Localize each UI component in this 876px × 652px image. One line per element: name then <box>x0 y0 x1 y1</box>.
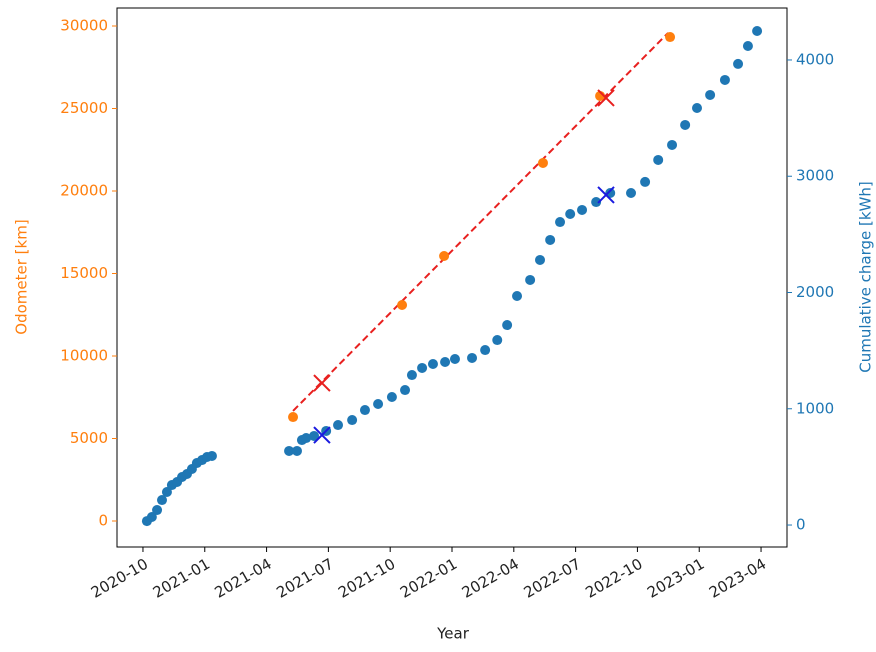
point <box>146 512 157 523</box>
point <box>309 430 320 441</box>
y-tick-label: 25000 <box>60 99 108 117</box>
point <box>359 405 370 416</box>
x-tick-label: 2023-04 <box>706 555 769 602</box>
x-tick-label: 2021-10 <box>335 555 398 602</box>
y-tick-label: 15000 <box>60 264 108 282</box>
point <box>545 234 556 245</box>
point <box>440 357 451 368</box>
x-tick-label: 2021-04 <box>212 555 275 602</box>
y-axis-label: Odometer [km] <box>13 219 31 334</box>
trend-line <box>292 32 669 412</box>
point <box>625 187 636 198</box>
point <box>156 495 167 506</box>
point <box>449 354 460 365</box>
point <box>288 412 299 423</box>
point <box>347 415 358 426</box>
y2-tick-label: 3000 <box>796 167 834 185</box>
point <box>525 274 536 285</box>
point <box>284 445 295 456</box>
x-marker <box>597 89 615 107</box>
plot-frame <box>116 7 788 548</box>
point <box>301 433 312 444</box>
point <box>502 320 513 331</box>
point <box>373 398 384 409</box>
point <box>161 487 172 498</box>
point <box>667 139 678 150</box>
point <box>752 26 763 37</box>
point <box>565 209 576 220</box>
y-tick-label: 0 <box>98 511 108 529</box>
point <box>291 445 302 456</box>
y2-tick-label: 1000 <box>796 399 834 417</box>
y-tick-label: 10000 <box>60 346 108 364</box>
x-tick-label: 2022-10 <box>582 555 645 602</box>
x-marker <box>313 374 331 392</box>
x-marker <box>313 426 331 444</box>
point <box>653 154 664 165</box>
point <box>206 450 217 461</box>
point <box>467 352 478 363</box>
point <box>427 359 438 370</box>
point <box>152 505 163 516</box>
point <box>719 74 730 85</box>
point <box>591 197 602 208</box>
point <box>492 335 503 346</box>
point <box>665 32 676 43</box>
x-marker <box>597 186 615 204</box>
point <box>535 254 546 265</box>
point <box>640 176 651 187</box>
point <box>439 251 450 262</box>
y2-tick-label: 0 <box>796 516 806 534</box>
point <box>680 119 691 130</box>
point <box>742 41 753 52</box>
point <box>397 300 408 311</box>
point <box>537 157 548 168</box>
point <box>555 217 566 228</box>
y-tick-label: 20000 <box>60 181 108 199</box>
point <box>333 420 344 431</box>
point <box>480 345 491 356</box>
point <box>417 362 428 373</box>
x-tick-label: 2020-10 <box>88 555 151 602</box>
x-tick-label: 2022-04 <box>459 555 522 602</box>
y2-axis-label: Cumulative charge [kWh] <box>857 181 875 372</box>
point <box>733 58 744 69</box>
y2-tick-label: 4000 <box>796 50 834 68</box>
point <box>512 290 523 301</box>
x-axis-label: Year <box>436 625 470 643</box>
x-tick-label: 2022-01 <box>397 555 460 602</box>
point <box>406 370 417 381</box>
point <box>692 102 703 113</box>
point <box>577 204 588 215</box>
x-tick-label: 2021-07 <box>273 555 336 602</box>
y-tick-label: 30000 <box>60 17 108 35</box>
y-tick-label: 5000 <box>70 429 108 447</box>
x-tick-label: 2022-07 <box>521 555 584 602</box>
x-tick-label: 2021-01 <box>150 555 213 602</box>
point <box>400 385 411 396</box>
point <box>386 392 397 403</box>
y2-tick-label: 2000 <box>796 283 834 301</box>
point <box>705 89 716 100</box>
x-tick-label: 2023-01 <box>644 555 707 602</box>
